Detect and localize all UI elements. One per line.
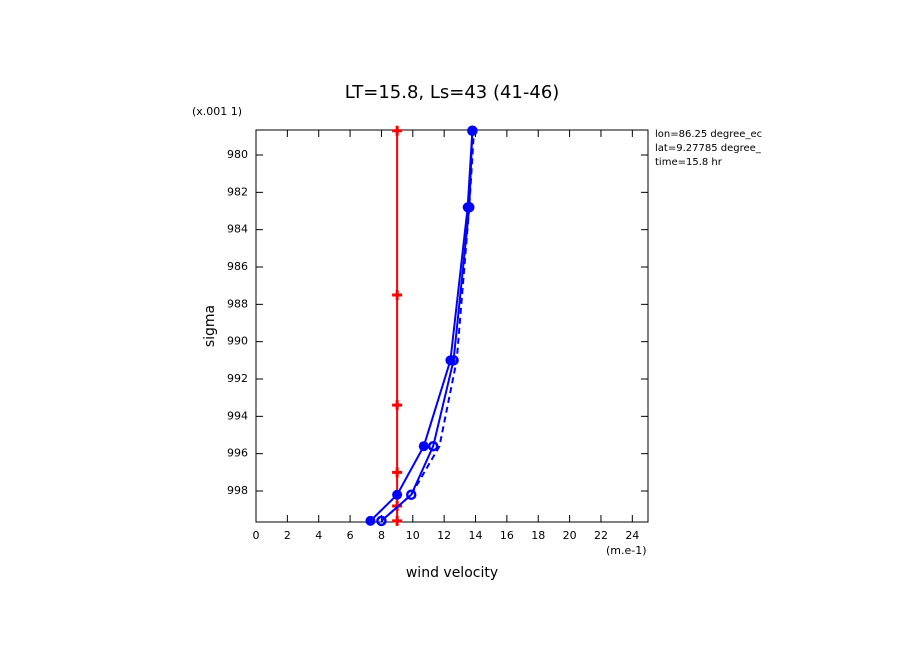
x-tick-label: 18 <box>531 529 545 542</box>
chart-title: LT=15.8, Ls=43 (41-46) <box>345 82 560 103</box>
y-axis-label: sigma <box>202 305 218 347</box>
y-scale-label: (x.001 1) <box>192 105 242 118</box>
x-tick-label: 24 <box>625 529 639 542</box>
plot-frame <box>255 129 649 523</box>
y-tick-label: 998 <box>227 484 248 497</box>
marker <box>392 515 403 526</box>
x-tick-label: 12 <box>437 529 451 542</box>
marker <box>392 125 403 136</box>
series-line <box>369 130 474 522</box>
y-tick-label: 994 <box>227 409 248 422</box>
marker <box>427 440 439 452</box>
y-tick-label: 984 <box>227 223 248 236</box>
marker <box>365 515 376 526</box>
marker <box>376 515 387 527</box>
marker <box>418 441 429 452</box>
x-tick-label: 14 <box>469 529 483 542</box>
x-tick-label: 6 <box>347 529 354 542</box>
y-tick-label: 986 <box>227 260 248 273</box>
marker <box>392 467 403 478</box>
marker <box>392 400 403 411</box>
marker <box>467 125 478 136</box>
x-axis-label: wind velocity <box>406 565 498 581</box>
y-tick-label: 996 <box>227 447 248 460</box>
x-tick-label: 2 <box>284 529 291 542</box>
marker <box>405 489 417 500</box>
info-text: lat=9.27785 degree_ <box>655 143 762 154</box>
y-tick-label: 980 <box>227 148 248 161</box>
y-tick-label: 988 <box>227 297 248 310</box>
x-tick-label: 4 <box>315 529 322 542</box>
x-tick-label: 16 <box>500 529 514 542</box>
x-tick-label: 10 <box>406 529 420 542</box>
x-tick-label: 8 <box>378 529 385 542</box>
y-tick-label: 990 <box>227 335 248 348</box>
x-tick-label: 20 <box>563 529 577 542</box>
y-tick-label: 982 <box>227 185 248 198</box>
marker <box>392 489 403 500</box>
series-line <box>380 130 475 522</box>
info-text: time=15.8 hr <box>655 157 723 168</box>
x-tick-label: 0 <box>253 529 260 542</box>
x-units-label: (m.e-1) <box>606 544 647 557</box>
x-tick-label: 22 <box>594 529 608 542</box>
marker <box>392 290 403 301</box>
series-line <box>380 130 474 522</box>
info-text: lon=86.25 degree_ec <box>655 129 762 140</box>
y-tick-label: 992 <box>227 372 248 385</box>
